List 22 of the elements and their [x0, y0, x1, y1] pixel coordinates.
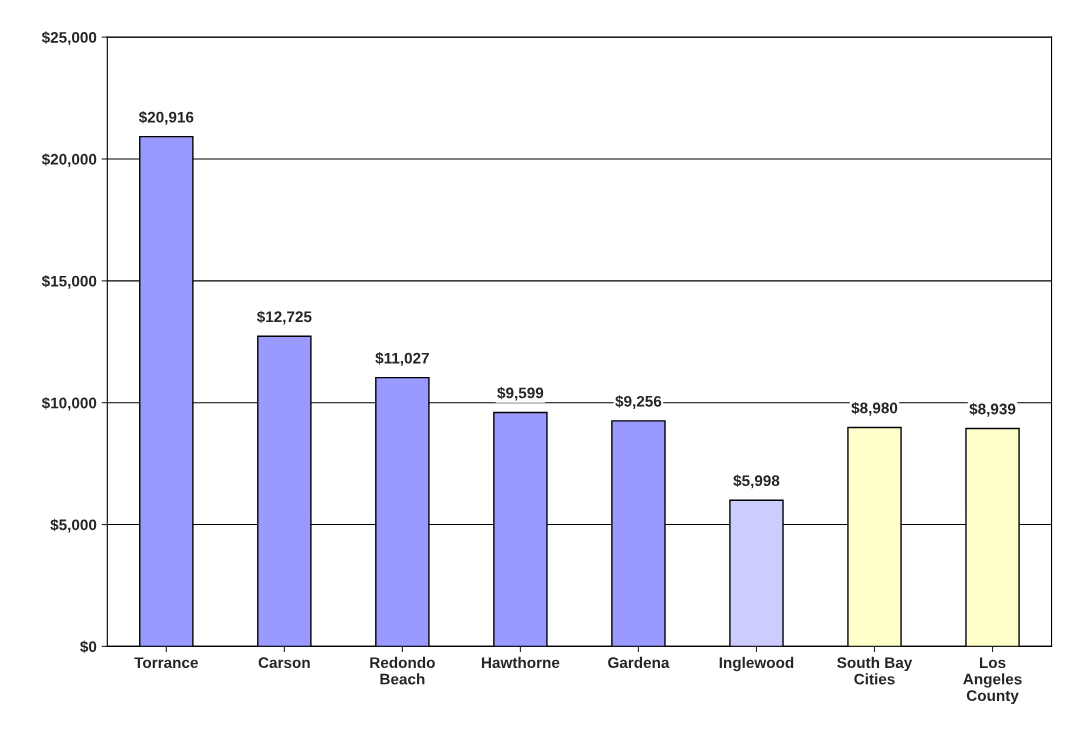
y-tick-label: $15,000 [41, 275, 97, 289]
x-tick-label: Torrance [134, 657, 198, 669]
x-tick-label: Los Angeles County [963, 657, 1022, 705]
y-tick-label: $20,000 [41, 153, 97, 167]
x-tick-label: Hawthorne [481, 656, 560, 669]
data-label: $9,256 [615, 395, 662, 409]
data-label: $5,998 [733, 474, 780, 489]
y-tick-label: $10,000 [41, 396, 97, 411]
data-label: $12,725 [256, 310, 312, 325]
x-tick-label: Gardena [608, 656, 670, 669]
x-tick-label: Inglewood [719, 656, 794, 672]
y-tick-label: $0 [80, 640, 97, 654]
x-tick-label: Redondo Beach [370, 656, 435, 685]
data-label: $9,599 [497, 386, 544, 401]
y-tick-label: $5,000 [50, 518, 97, 533]
data-label: $8,939 [969, 402, 1016, 417]
data-label: $11,027 [375, 352, 429, 366]
data-label: $20,916 [138, 111, 194, 125]
x-tick-label: South Bay Cities [837, 656, 913, 685]
y-tick-label: $25,000 [41, 31, 97, 46]
data-label: $8,980 [851, 401, 898, 416]
x-tick-label: Carson [258, 657, 310, 669]
